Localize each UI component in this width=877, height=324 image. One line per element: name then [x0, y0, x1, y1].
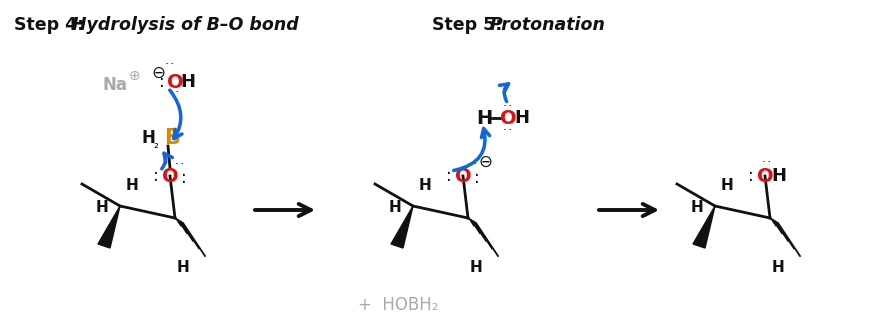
Text: · ·: · ·	[503, 99, 512, 112]
Text: :: :	[181, 169, 187, 187]
Text: H: H	[720, 179, 732, 193]
Text: :: :	[153, 167, 159, 185]
Polygon shape	[390, 206, 412, 248]
Text: H: H	[125, 179, 139, 193]
Text: O: O	[167, 73, 183, 91]
Text: H: H	[771, 167, 786, 185]
Text: :: :	[446, 167, 452, 185]
Text: H: H	[96, 201, 108, 215]
Text: · ·: · ·	[761, 156, 771, 169]
Text: · ·: · ·	[467, 157, 477, 170]
Text: ⊕: ⊕	[129, 69, 140, 83]
Text: B: B	[164, 128, 180, 148]
Text: · ·: · ·	[503, 123, 512, 136]
Text: H: H	[469, 260, 481, 275]
Text: +  HOBH₂: + HOBH₂	[358, 296, 438, 314]
Text: H: H	[771, 260, 783, 275]
Text: H: H	[475, 109, 492, 128]
Text: H: H	[514, 109, 529, 127]
Text: Step 4:: Step 4:	[14, 16, 84, 34]
Text: H: H	[181, 73, 196, 91]
Text: O: O	[756, 167, 773, 186]
Text: :: :	[159, 73, 165, 91]
Text: ₂: ₂	[153, 137, 159, 151]
Text: O: O	[161, 167, 178, 186]
Text: ⊖: ⊖	[477, 153, 491, 171]
Text: :: :	[474, 169, 480, 187]
Text: ⊖: ⊖	[151, 64, 165, 82]
Text: Hydrolysis of B–O bond: Hydrolysis of B–O bond	[72, 16, 298, 34]
Text: H: H	[418, 179, 431, 193]
Text: O: O	[499, 109, 516, 128]
Text: · ·: · ·	[165, 59, 175, 72]
Polygon shape	[692, 206, 714, 248]
Text: H: H	[176, 260, 189, 275]
Text: Na: Na	[103, 76, 127, 94]
Text: · ·: · ·	[170, 87, 180, 99]
Text: H: H	[141, 129, 154, 147]
Polygon shape	[98, 206, 120, 248]
Text: Protonation: Protonation	[489, 16, 605, 34]
Text: H: H	[690, 201, 702, 215]
Text: Step 5:: Step 5:	[431, 16, 502, 34]
Text: :: :	[747, 167, 753, 185]
Text: O: O	[454, 167, 471, 186]
Text: H: H	[389, 201, 401, 215]
Text: · ·: · ·	[175, 157, 184, 170]
